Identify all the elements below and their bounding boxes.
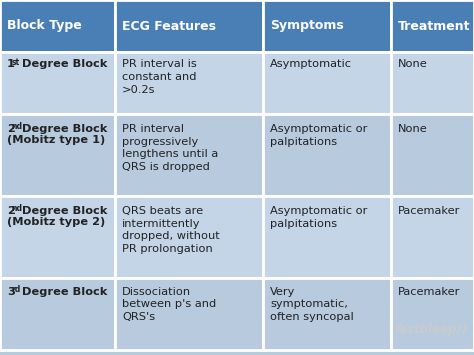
Text: 2: 2 — [7, 206, 15, 216]
Text: nd: nd — [11, 204, 22, 213]
Text: Asymptomatic or
palpitations: Asymptomatic or palpitations — [270, 206, 367, 229]
Bar — [263, 278, 391, 350]
Bar — [115, 52, 263, 114]
Bar — [0, 52, 115, 114]
Text: Very
symptomatic,
often syncopal: Very symptomatic, often syncopal — [270, 286, 354, 322]
Text: Degree Block: Degree Block — [18, 286, 108, 297]
Text: Degree Block: Degree Block — [18, 124, 108, 134]
Bar — [263, 52, 391, 114]
Bar — [391, 114, 474, 196]
Text: Asymptomatic or
palpitations: Asymptomatic or palpitations — [270, 124, 367, 147]
Text: (Mobitz type 1): (Mobitz type 1) — [7, 135, 105, 145]
Bar — [115, 278, 263, 350]
Text: rd: rd — [11, 285, 21, 294]
Bar — [0, 196, 115, 278]
Text: Pacemaker: Pacemaker — [398, 206, 460, 216]
Bar — [263, 114, 391, 196]
Text: None: None — [398, 124, 428, 134]
Text: nd: nd — [11, 122, 22, 131]
Text: (Mobitz type 2): (Mobitz type 2) — [7, 217, 105, 227]
Text: Degree Block: Degree Block — [18, 206, 108, 216]
Bar — [0, 114, 115, 196]
Text: QRS beats are
intermittently
dropped, without
PR prolongation: QRS beats are intermittently dropped, wi… — [122, 206, 220, 254]
Bar — [391, 0, 474, 52]
Bar — [115, 196, 263, 278]
Text: Pacemaker: Pacemaker — [398, 286, 460, 297]
Text: Treatment: Treatment — [398, 20, 471, 33]
Text: 2: 2 — [7, 124, 15, 134]
Text: Degree Block: Degree Block — [18, 59, 108, 70]
Text: Dissociation
between p's and
QRS's: Dissociation between p's and QRS's — [122, 286, 216, 322]
Bar — [115, 0, 263, 52]
Bar — [0, 278, 115, 350]
Bar — [115, 114, 263, 196]
Text: fastbleep)): fastbleep)) — [395, 323, 468, 336]
Text: PR interval
progressively
lengthens until a
QRS is dropped: PR interval progressively lengthens unti… — [122, 124, 218, 172]
Bar — [391, 196, 474, 278]
Text: Block Type: Block Type — [7, 20, 82, 33]
Text: Asymptomatic: Asymptomatic — [270, 59, 352, 70]
Text: PR interval is
constant and
>0.2s: PR interval is constant and >0.2s — [122, 59, 197, 95]
Bar — [391, 52, 474, 114]
Bar — [263, 196, 391, 278]
Text: 3: 3 — [7, 286, 15, 297]
Text: 1: 1 — [7, 59, 15, 70]
Text: None: None — [398, 59, 428, 70]
Text: st: st — [11, 58, 19, 67]
Text: Symptoms: Symptoms — [270, 20, 344, 33]
Bar — [0, 0, 115, 52]
Bar — [263, 0, 391, 52]
Text: ECG Features: ECG Features — [122, 20, 216, 33]
Bar — [391, 278, 474, 350]
